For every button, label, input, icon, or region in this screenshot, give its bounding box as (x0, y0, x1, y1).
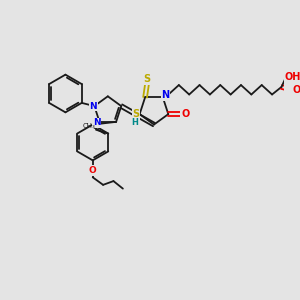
Text: OH: OH (285, 72, 300, 82)
Text: N: N (162, 90, 170, 100)
Text: O: O (292, 85, 300, 95)
Text: N: N (93, 118, 100, 127)
Text: N: N (90, 102, 97, 111)
Text: S: S (143, 74, 151, 84)
Text: O: O (89, 166, 97, 175)
Text: O: O (181, 109, 189, 119)
Text: CH₃: CH₃ (82, 123, 95, 129)
Text: S: S (132, 109, 140, 119)
Text: H: H (131, 118, 138, 127)
